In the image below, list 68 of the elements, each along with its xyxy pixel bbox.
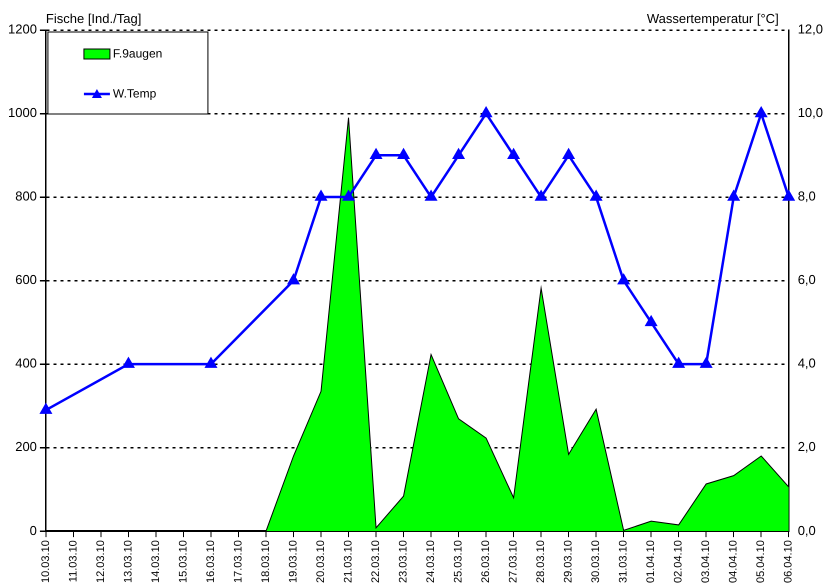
point [783, 190, 794, 201]
point [508, 149, 520, 160]
y2-axis-title: Wassertemperatur [°C] [646, 11, 779, 26]
point [205, 358, 217, 368]
y2-tick-label: 2,0 [798, 439, 816, 454]
point [700, 358, 712, 368]
x-tick-label: 20.03.10 [315, 540, 328, 584]
x-tick-label: 27.03.10 [508, 540, 520, 584]
y-tick-label: 1200 [8, 22, 37, 37]
point [452, 149, 464, 160]
legend-label: F.9augen [112, 46, 162, 60]
point [536, 190, 547, 201]
y2-tick-label: 0,0 [798, 522, 816, 538]
x-tick-label: 26.03.10 [480, 540, 492, 584]
x-tick-label: 13.03.10 [122, 540, 134, 584]
point [315, 190, 327, 201]
point [122, 358, 134, 368]
point [618, 274, 630, 284]
point [40, 404, 52, 414]
point [563, 149, 574, 160]
x-tick-label: 31.03.10 [618, 540, 630, 584]
y2-tick-label: 12,0 [798, 22, 824, 37]
x-tick-label: 16.03.10 [205, 540, 218, 584]
x-tick-label: 21.03.10 [342, 540, 355, 584]
x-tick-label: 03.04.10 [700, 540, 712, 584]
point [646, 316, 657, 326]
x-tick-label: 15.03.10 [178, 540, 190, 584]
x-tick-label: 28.03.10 [535, 540, 548, 584]
x-tick-label: 30.03.10 [590, 540, 602, 584]
legend-label: W.Temp [112, 86, 157, 100]
x-tick-label: 04.04.10 [728, 540, 740, 584]
y-axis-title: Fische [Ind./Tag] [46, 11, 142, 26]
x-tick-label: 10.03.10 [40, 540, 52, 584]
x-tick-label: 22.03.10 [370, 540, 382, 584]
point [370, 149, 382, 160]
y2-tick-label: 8,0 [798, 188, 816, 204]
point [590, 190, 602, 201]
point [728, 190, 740, 201]
y-tick-label: 200 [15, 439, 37, 454]
point [342, 190, 354, 201]
y-tick-label: 1000 [8, 105, 37, 120]
y-tick-label: 800 [15, 188, 37, 204]
y-tick-label: 600 [15, 272, 37, 288]
point [673, 358, 684, 368]
x-tick-label: 12.03.10 [94, 540, 107, 584]
point [480, 107, 492, 118]
x-tick-label: 19.03.10 [288, 540, 300, 584]
point [398, 149, 410, 160]
y2-tick-label: 6,0 [798, 272, 816, 288]
y2-tick-label: 4,0 [798, 356, 816, 371]
x-tick-label: 24.03.10 [425, 540, 438, 584]
y2-tick-label: 10,0 [798, 105, 824, 120]
x-tick-label: 17.03.10 [232, 540, 245, 584]
x-tick-label: 05.04.10 [755, 540, 768, 584]
x-tick-label: 23.03.10 [398, 540, 410, 584]
point [288, 274, 300, 284]
x-tick-label: 25.03.10 [452, 540, 465, 584]
x-tick-label: 06.04.10 [782, 540, 795, 584]
x-tick-label: 11.03.10 [67, 540, 80, 582]
point [756, 107, 767, 118]
point [425, 190, 437, 201]
x-tick-label: 02.04.10 [672, 540, 685, 584]
x-tick-label: 14.03.10 [150, 540, 162, 584]
y-tick-label: 0 [30, 522, 37, 538]
x-tick-label: 29.03.10 [562, 540, 575, 584]
x-tick-label: 18.03.10 [260, 540, 272, 584]
y-tick-label: 400 [15, 356, 37, 371]
x-tick-label: 01.04.10 [645, 540, 658, 584]
